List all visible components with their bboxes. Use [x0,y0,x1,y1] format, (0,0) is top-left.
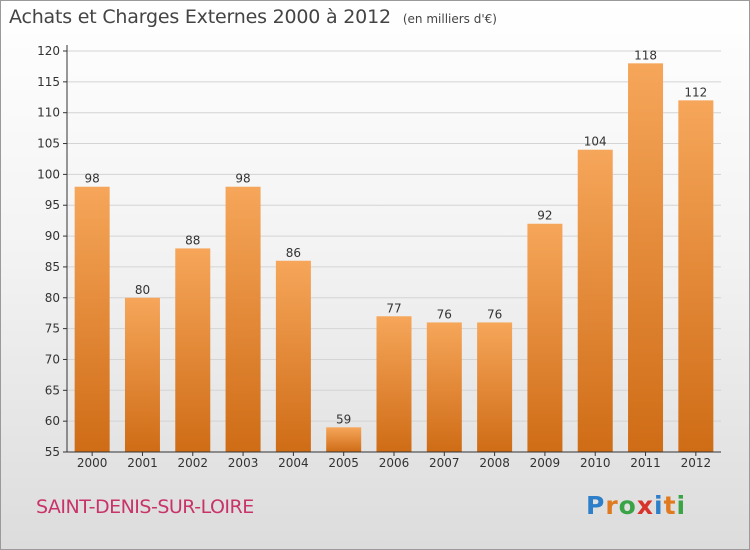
bar-2006[interactable] [376,316,412,452]
y-tick-label: 115 [37,75,60,89]
commune-name: SAINT-DENIS-SUR-LOIRE [36,496,254,518]
logo-letter: i [654,491,664,520]
data-label-2007: 76 [437,307,452,321]
data-label-2006: 77 [386,301,401,315]
chart-title: Achats et Charges Externes 2000 à 2012 (e… [9,6,497,28]
data-label-2003: 98 [235,172,250,186]
data-label-2001: 80 [135,283,150,297]
x-tick-label: 2002 [177,456,208,470]
chart-title-text: Achats et Charges Externes 2000 à 2012 [9,6,391,28]
data-labels: 98 80 88 98 86 59 77 76 76 92 104 118 112 [85,48,708,426]
logo-letter: i [676,491,687,520]
bar-2009[interactable] [527,223,563,452]
bar-2000[interactable] [74,186,110,452]
logo-letter: x [636,491,654,520]
y-tick-label: 110 [37,106,60,120]
x-tick-label: 2005 [328,456,359,470]
data-label-2004: 86 [286,246,301,260]
y-tick-label: 100 [37,167,60,181]
x-tick-label: 2011 [630,456,661,470]
data-label-2008: 76 [487,307,502,321]
y-tick-label: 65 [45,383,60,397]
data-label-2000: 98 [85,172,100,186]
bar-2007[interactable] [426,322,462,452]
data-label-2010: 104 [584,135,607,149]
x-tick-label: 2001 [127,456,158,470]
x-tick-label: 2007 [429,456,460,470]
y-tick-label: 60 [45,414,60,428]
proxiti-logo[interactable]: Proxiti [586,491,686,520]
x-tick-label: 2003 [228,456,259,470]
bar-2004[interactable] [275,260,311,452]
bar-2008[interactable] [477,322,513,452]
logo-letter: r [605,491,619,520]
bar-2012[interactable] [678,100,714,452]
x-tick-label: 2006 [379,456,410,470]
y-tick-label: 90 [45,229,60,243]
y-tick-label: 95 [45,198,60,212]
y-tick-label: 105 [37,137,60,151]
y-tick-label: 55 [45,445,60,459]
x-tick-label: 2012 [681,456,712,470]
y-tick-label: 120 [37,44,60,58]
y-tick-label: 75 [45,322,60,336]
x-tick-label: 2010 [580,456,611,470]
data-label-2005: 59 [336,412,351,426]
y-tick-label: 85 [45,260,60,274]
bar-2010[interactable] [577,149,613,452]
x-tick-label: 2009 [530,456,561,470]
y-tick-label: 80 [45,291,60,305]
data-label-2011: 118 [634,48,657,62]
x-tick-label: 2004 [278,456,309,470]
data-label-2009: 92 [537,209,552,223]
x-tick-label: 2008 [479,456,510,470]
bar-2011[interactable] [628,63,664,452]
bar-2003[interactable] [225,186,261,452]
logo-letter: P [586,491,606,520]
axes: 55 60 65 70 75 80 85 90 95 100 105 110 115 120 2000 200… [37,44,721,470]
logo-letter: t [663,491,677,520]
data-label-2012: 112 [684,85,707,99]
bar-2001[interactable] [124,297,160,452]
data-label-2002: 88 [185,233,200,247]
x-tick-label: 2000 [77,456,108,470]
bar-2005[interactable] [326,427,362,452]
bars [74,63,714,452]
y-tick-label: 70 [45,352,60,366]
logo-letter: o [618,491,637,520]
chart-unit-text: (en milliers d'€) [402,12,497,26]
bar-2002[interactable] [175,248,211,452]
